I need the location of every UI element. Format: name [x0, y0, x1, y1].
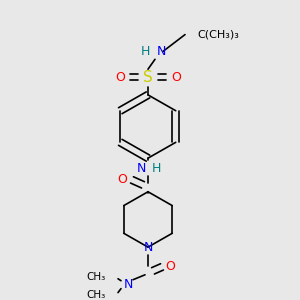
Text: S: S: [143, 70, 153, 85]
Text: O: O: [165, 260, 175, 273]
Text: N: N: [136, 161, 146, 175]
Text: O: O: [171, 70, 181, 84]
Text: H: H: [141, 45, 150, 58]
Text: CH₃: CH₃: [87, 272, 106, 282]
Text: C(CH₃)₃: C(CH₃)₃: [197, 30, 239, 40]
Text: O: O: [115, 70, 125, 84]
Text: N: N: [143, 241, 153, 254]
Text: CH₃: CH₃: [87, 290, 106, 300]
Text: H: H: [152, 161, 161, 175]
Text: N: N: [157, 45, 166, 58]
Text: N: N: [123, 278, 133, 291]
Text: O: O: [117, 173, 127, 186]
